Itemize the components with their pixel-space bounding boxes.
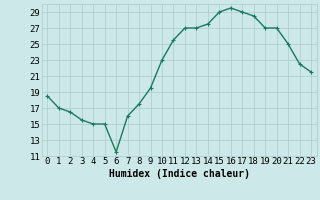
X-axis label: Humidex (Indice chaleur): Humidex (Indice chaleur) — [109, 169, 250, 179]
